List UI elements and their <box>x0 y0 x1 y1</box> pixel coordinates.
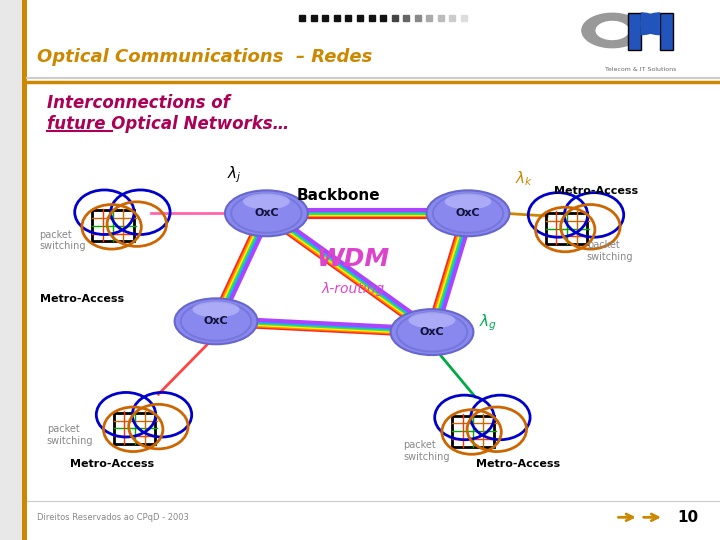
Text: Metro-Access: Metro-Access <box>70 459 153 469</box>
Ellipse shape <box>445 193 491 210</box>
FancyBboxPatch shape <box>27 0 720 78</box>
Text: Direitos Reservados ao CPqD - 2003: Direitos Reservados ao CPqD - 2003 <box>37 513 189 522</box>
Text: Metro-Access: Metro-Access <box>554 186 639 197</box>
Ellipse shape <box>181 302 251 341</box>
Text: OxC: OxC <box>254 208 279 218</box>
Ellipse shape <box>174 298 258 345</box>
Text: $\lambda_j$: $\lambda_j$ <box>227 164 241 185</box>
Ellipse shape <box>397 313 467 352</box>
Text: Backbone: Backbone <box>297 188 380 203</box>
Text: future Optical Networks…: future Optical Networks… <box>47 115 289 133</box>
Text: λ-routing: λ-routing <box>321 282 384 296</box>
FancyBboxPatch shape <box>22 0 720 540</box>
Ellipse shape <box>433 194 503 233</box>
Ellipse shape <box>231 194 302 233</box>
Text: Metro-Access: Metro-Access <box>40 294 124 305</box>
Ellipse shape <box>243 193 289 210</box>
Ellipse shape <box>391 309 474 355</box>
Text: OxC: OxC <box>420 327 444 337</box>
FancyBboxPatch shape <box>660 12 673 50</box>
Ellipse shape <box>193 301 239 318</box>
Text: Telecom & IT Solutions: Telecom & IT Solutions <box>605 67 677 72</box>
Wedge shape <box>641 12 661 35</box>
Text: OxC: OxC <box>456 208 480 218</box>
Text: $\lambda_g$: $\lambda_g$ <box>479 313 497 333</box>
Text: packet
switching: packet switching <box>40 230 86 251</box>
Text: $\lambda_k$: $\lambda_k$ <box>515 170 533 188</box>
Wedge shape <box>581 12 641 49</box>
Text: Interconnections of: Interconnections of <box>47 93 230 112</box>
Text: packet
switching: packet switching <box>47 424 94 446</box>
FancyBboxPatch shape <box>22 0 27 540</box>
Text: packet
switching: packet switching <box>587 240 634 262</box>
Text: Metro-Access: Metro-Access <box>477 459 560 469</box>
Text: 10: 10 <box>678 510 699 525</box>
Wedge shape <box>640 12 660 35</box>
Text: Optical Communications  – Redes: Optical Communications – Redes <box>37 48 373 66</box>
Ellipse shape <box>409 312 456 328</box>
Text: packet
switching: packet switching <box>403 440 450 462</box>
Ellipse shape <box>426 191 510 237</box>
Ellipse shape <box>225 191 307 237</box>
Text: WDM: WDM <box>316 247 390 271</box>
Text: OxC: OxC <box>204 316 228 326</box>
FancyBboxPatch shape <box>628 12 641 50</box>
